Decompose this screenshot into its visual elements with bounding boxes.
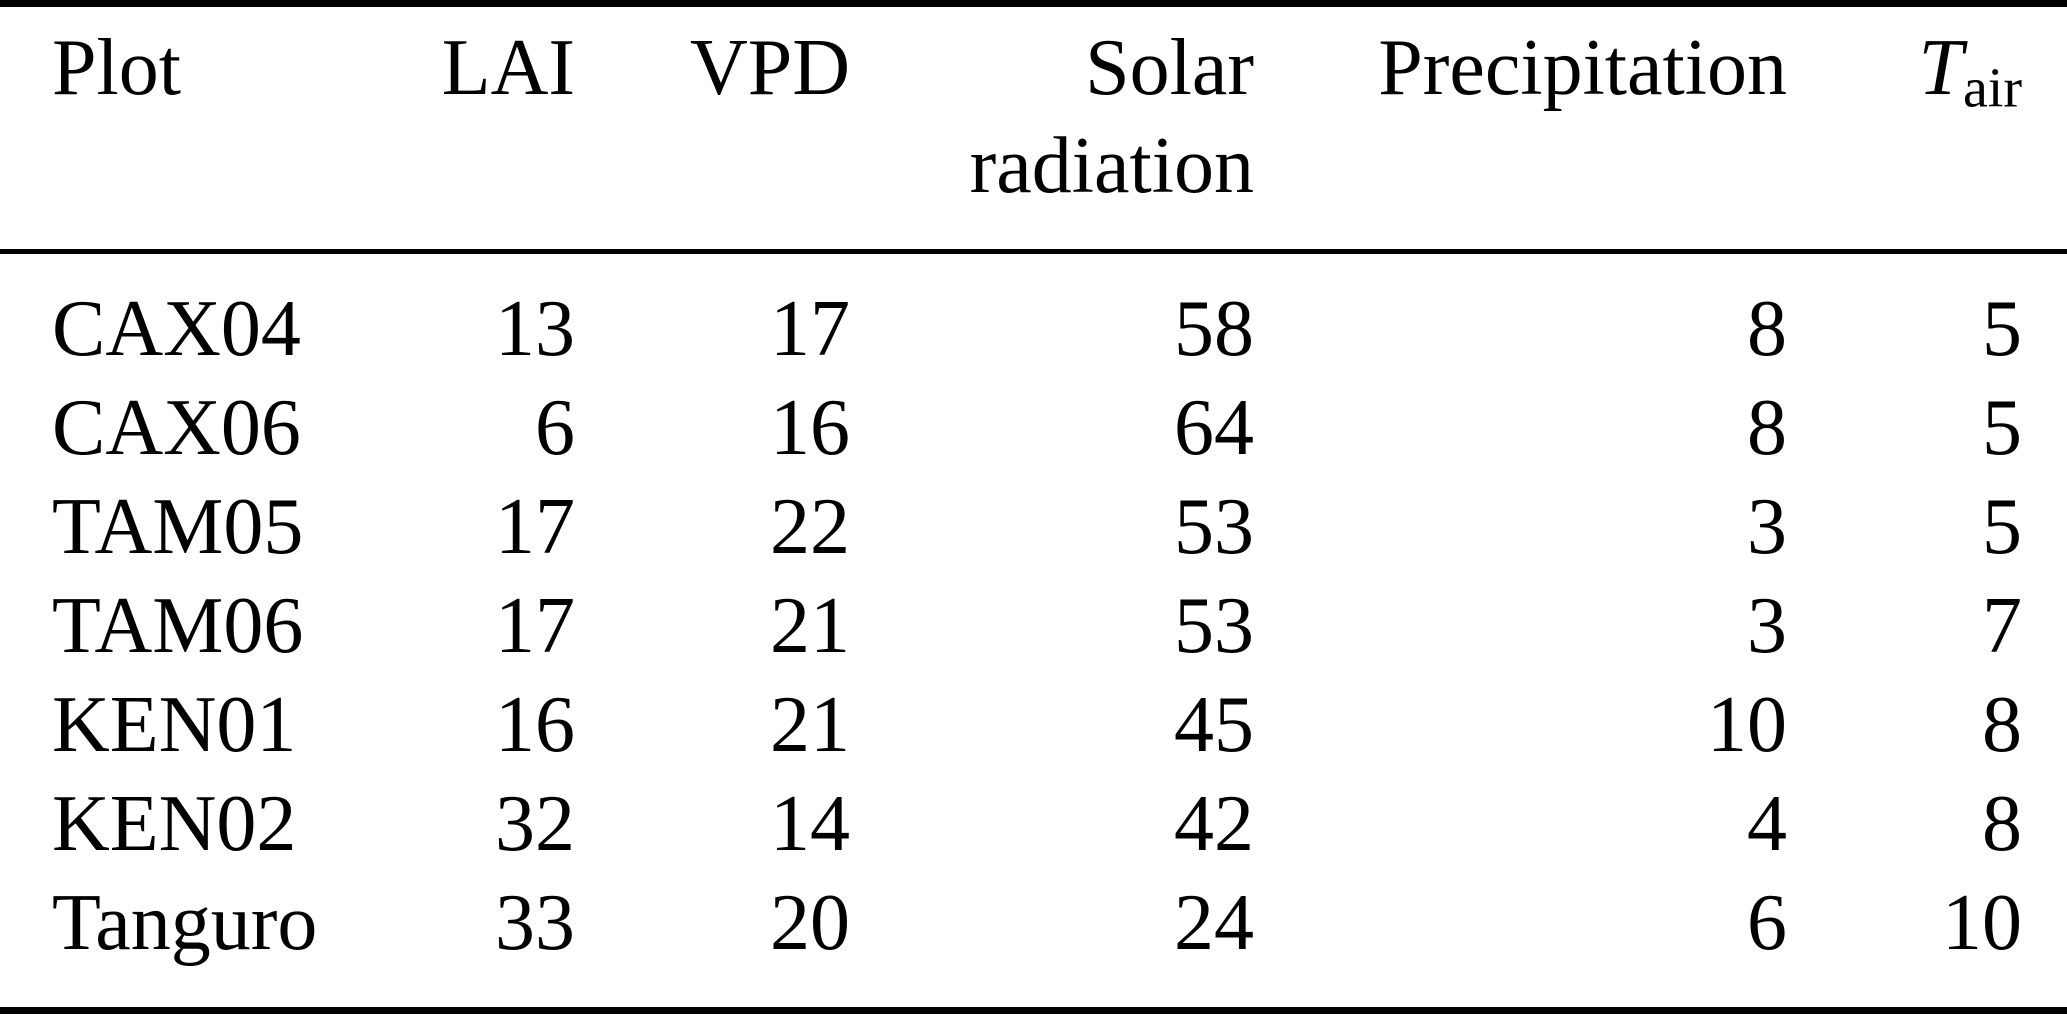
cell-lai: 6: [535, 384, 575, 472]
col-header-vpd: VPD: [575, 3, 850, 254]
solar-header-line2: radiation: [969, 122, 1254, 210]
cell-plot: KEN01: [52, 681, 297, 769]
cell-lai: 17: [495, 483, 575, 571]
cell-lai: 33: [495, 879, 575, 967]
cell-solar-radiation: 58: [1174, 285, 1254, 373]
table-row: CAX06 6 16 64 8 5: [0, 379, 2067, 478]
cell-plot: TAM05: [52, 483, 304, 571]
cell-precipitation: 10: [1707, 681, 1787, 769]
cell-solar-radiation: 64: [1174, 384, 1254, 472]
cell-plot: KEN02: [52, 780, 297, 868]
cell-solar-radiation: 42: [1174, 780, 1254, 868]
cell-solar-radiation: 53: [1174, 483, 1254, 571]
table-row: KEN01 16 21 45 10 8: [0, 676, 2067, 775]
cell-lai: 32: [495, 780, 575, 868]
cell-tair: 8: [1982, 780, 2022, 868]
table-row: TAM06 17 21 53 3 7: [0, 577, 2067, 676]
cell-vpd: 21: [770, 582, 850, 670]
solar-header-line1: Solar: [1085, 24, 1254, 112]
cell-tair: 5: [1982, 285, 2022, 373]
cell-solar-radiation: 45: [1174, 681, 1254, 769]
col-header-plot: Plot: [0, 3, 380, 254]
cell-tair: 5: [1982, 384, 2022, 472]
cell-lai: 17: [495, 582, 575, 670]
tair-symbol: T: [1918, 24, 1963, 112]
table-row: KEN02 32 14 42 4 8: [0, 775, 2067, 874]
cell-precipitation: 6: [1747, 879, 1787, 967]
col-header-lai: LAI: [380, 3, 575, 254]
cell-precipitation: 3: [1747, 582, 1787, 670]
col-header-solar-radiation: Solar radiation: [850, 3, 1254, 254]
cell-vpd: 22: [770, 483, 850, 571]
cell-vpd: 16: [770, 384, 850, 472]
tair-subscript: air: [1962, 57, 2022, 120]
cell-solar-radiation: 24: [1174, 879, 1254, 967]
cell-plot: TAM06: [52, 582, 304, 670]
cell-vpd: 14: [770, 780, 850, 868]
cell-plot: CAX06: [52, 384, 301, 472]
table-row: CAX04 13 17 58 8 5: [0, 252, 2067, 380]
col-header-tair: Tair: [1787, 3, 2067, 254]
table-header-row: Plot LAI VPD Solar radiation Precipitati…: [0, 3, 2067, 254]
cell-precipitation: 8: [1747, 384, 1787, 472]
col-header-precipitation: Precipitation: [1254, 3, 1787, 254]
cell-lai: 13: [495, 285, 575, 373]
cell-precipitation: 3: [1747, 483, 1787, 571]
cell-plot: Tanguro: [52, 879, 318, 967]
cell-precipitation: 4: [1747, 780, 1787, 868]
cell-tair: 8: [1982, 681, 2022, 769]
cell-tair: 5: [1982, 483, 2022, 571]
cell-vpd: 20: [770, 879, 850, 967]
table-row: TAM05 17 22 53 3 5: [0, 478, 2067, 577]
cell-tair: 7: [1982, 582, 2022, 670]
table-row: Tanguro 33 20 24 6 10: [0, 874, 2067, 1011]
cell-plot: CAX04: [52, 285, 301, 373]
cell-lai: 16: [495, 681, 575, 769]
cell-vpd: 21: [770, 681, 850, 769]
cell-precipitation: 8: [1747, 285, 1787, 373]
cell-solar-radiation: 53: [1174, 582, 1254, 670]
cell-vpd: 17: [770, 285, 850, 373]
cell-tair: 10: [1942, 879, 2022, 967]
